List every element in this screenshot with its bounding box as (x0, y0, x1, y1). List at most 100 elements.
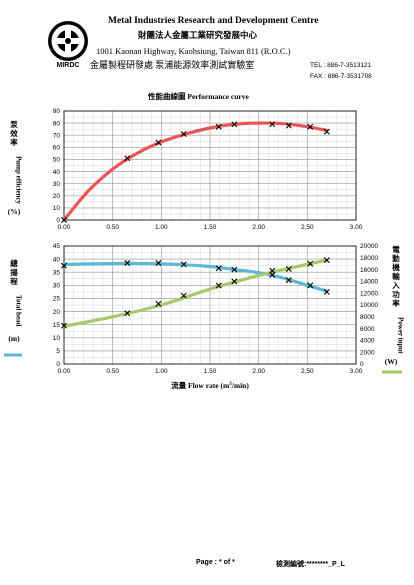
y-axis-unit: (m) (8, 334, 20, 343)
marker-stroke (215, 282, 222, 289)
marker-stroke (323, 257, 330, 264)
data-point (307, 123, 314, 130)
plot-frame (63, 110, 357, 221)
data-point (231, 121, 238, 128)
y-tick-label: 40 (53, 169, 61, 176)
y-tick-label: 5 (56, 348, 60, 355)
marker-stroke (323, 288, 330, 295)
y-tick-label: 0 (56, 361, 60, 368)
data-point (285, 122, 292, 129)
marker-stroke (285, 122, 292, 129)
x-tick-label: 0.50 (106, 368, 119, 375)
y-tick-label: 50 (53, 157, 61, 164)
x-tick-label: 2.50 (301, 368, 314, 375)
y2-axis-title-zh-char: 入 (391, 281, 400, 290)
data-point (215, 265, 222, 272)
x-tick-label: 0.50 (106, 224, 119, 231)
y-tick-label: 70 (53, 132, 61, 139)
marker-stroke (61, 217, 67, 223)
y2-tick-label: 8000 (360, 314, 375, 321)
power-curve (62, 258, 329, 328)
data-point (61, 262, 67, 269)
y2-tick-label: 0 (360, 361, 364, 368)
marker-stroke (155, 139, 162, 146)
y-axis-unit: (%) (8, 207, 21, 216)
marker-stroke (215, 265, 222, 272)
org-name: Metal Industries Research and Developmen… (108, 16, 319, 26)
data-point (61, 322, 67, 329)
marker-stroke (155, 300, 162, 307)
org-address: 1001 Kaonan Highway, Kaohsiung, Taiwan 8… (96, 46, 291, 56)
x-tick-label: 3.00 (350, 368, 363, 375)
y-axis-title-zh-char: 率 (10, 137, 18, 147)
data-point (323, 257, 330, 264)
y2-tick-label: 16000 (360, 267, 378, 274)
x-tick-label: 2.00 (252, 224, 265, 231)
x-tick-label: 1.00 (155, 224, 168, 231)
data-point (180, 261, 187, 268)
data-point (285, 277, 292, 284)
marker-stroke (307, 123, 314, 130)
y2-axis-title-zh-char: 輸 (392, 271, 400, 281)
y-tick-label: 20 (53, 193, 61, 200)
marker-stroke (124, 260, 131, 267)
marker-stroke (231, 266, 238, 273)
data-point (215, 282, 222, 289)
y2-tick-label: 10000 (360, 302, 378, 309)
y-axis-title-zh-char: 泵 (10, 120, 18, 129)
marker-stroke (155, 260, 162, 267)
page-number: Page : * of * (196, 559, 235, 566)
marker-stroke (285, 266, 292, 272)
y2-tick-label: 18000 (360, 255, 378, 262)
data-point (323, 128, 330, 135)
marker-stroke (180, 131, 187, 138)
data-point (323, 288, 330, 295)
marker-stroke (269, 121, 276, 128)
y-tick-label: 35 (53, 269, 61, 276)
marker-stroke (231, 278, 238, 285)
chart-title: 性能曲線圖 Performance curve (148, 92, 249, 101)
y2-tick-label: 20000 (360, 243, 378, 250)
data-point (269, 267, 276, 274)
data-point (124, 260, 131, 267)
y2-tick-label: 6000 (360, 326, 375, 333)
y-axis-title-zh-char: 總 (10, 258, 18, 268)
y-tick-label: 25 (53, 296, 61, 303)
plot-frame (63, 245, 357, 365)
marker-stroke (124, 310, 131, 317)
data-point (231, 278, 238, 285)
x-tick-label: 2.50 (301, 224, 314, 231)
y-tick-label: 10 (53, 335, 61, 342)
x-tick-label: 0.00 (58, 368, 71, 375)
y-tick-label: 80 (53, 120, 61, 127)
y-tick-label: 45 (53, 243, 61, 250)
data-point (180, 292, 187, 299)
lab-name: 金屬製程研發處 泵浦能源效率測試實驗室 (90, 60, 255, 70)
svg-text:MIRDC: MIRDC (57, 62, 80, 69)
marker-stroke (124, 155, 131, 162)
marker-stroke (61, 262, 67, 269)
data-point (180, 131, 187, 138)
y2-axis-title-zh-char: 率 (392, 298, 400, 308)
y-tick-label: 15 (53, 322, 61, 329)
y2-axis-title-zh-char: 機 (392, 262, 400, 272)
y-axis-title-label: Pump efficiency (15, 156, 23, 205)
y-tick-label: 40 (53, 256, 61, 263)
data-point (124, 155, 131, 162)
data-point (307, 282, 314, 289)
y-tick-label: 90 (53, 108, 61, 115)
x-tick-label: 3.00 (350, 224, 363, 231)
marker-stroke (323, 128, 330, 135)
y-tick-label: 30 (53, 181, 61, 188)
data-point (155, 300, 162, 307)
y2-axis-title-label: Power input (397, 317, 405, 354)
x-tick-label: 0.00 (58, 224, 71, 231)
tel-number: TEL : 886-7-3513121 (310, 62, 372, 69)
marker-stroke (180, 261, 187, 268)
y2-axis-title-zh-char: 功 (392, 289, 400, 299)
y-axis-title-label: Total head (15, 295, 23, 327)
x-axis-title: 流量 Flow rate (m3/min) (171, 380, 249, 390)
report-number: 檢測編號:********_P_L (276, 561, 345, 568)
y2-axis-title-zh-char: 動 (392, 253, 400, 263)
